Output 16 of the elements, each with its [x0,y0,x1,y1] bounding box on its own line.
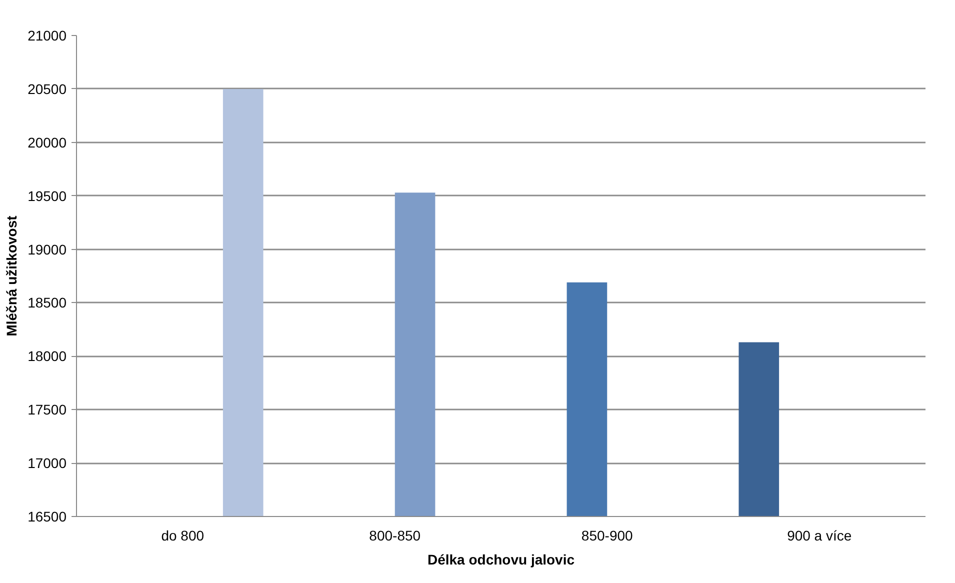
y-tick-label: 19500 [28,188,67,204]
y-tick-label: 18000 [28,348,67,364]
x-tick-label: 850-900 [581,528,634,544]
y-tick-label: 18500 [28,294,67,311]
y-tick-label: 17000 [28,455,67,472]
y-tick-label: 17500 [28,402,67,418]
x-tick-label: do 800 [161,528,204,544]
y-tick-label: 19000 [28,241,67,258]
x-tick-label: 800-850 [369,528,421,544]
y-tick-label: 16500 [28,508,67,524]
y-tick-label: 21000 [28,28,67,44]
y-axis-title: Mléčná užitkovost [4,215,20,336]
x-tick-label: 900 a více [787,528,852,544]
y-tick-label: 20000 [28,134,67,150]
y-tick-label: 20500 [28,80,67,97]
x-axis-title: Délka odchovu jalovic [427,552,575,568]
